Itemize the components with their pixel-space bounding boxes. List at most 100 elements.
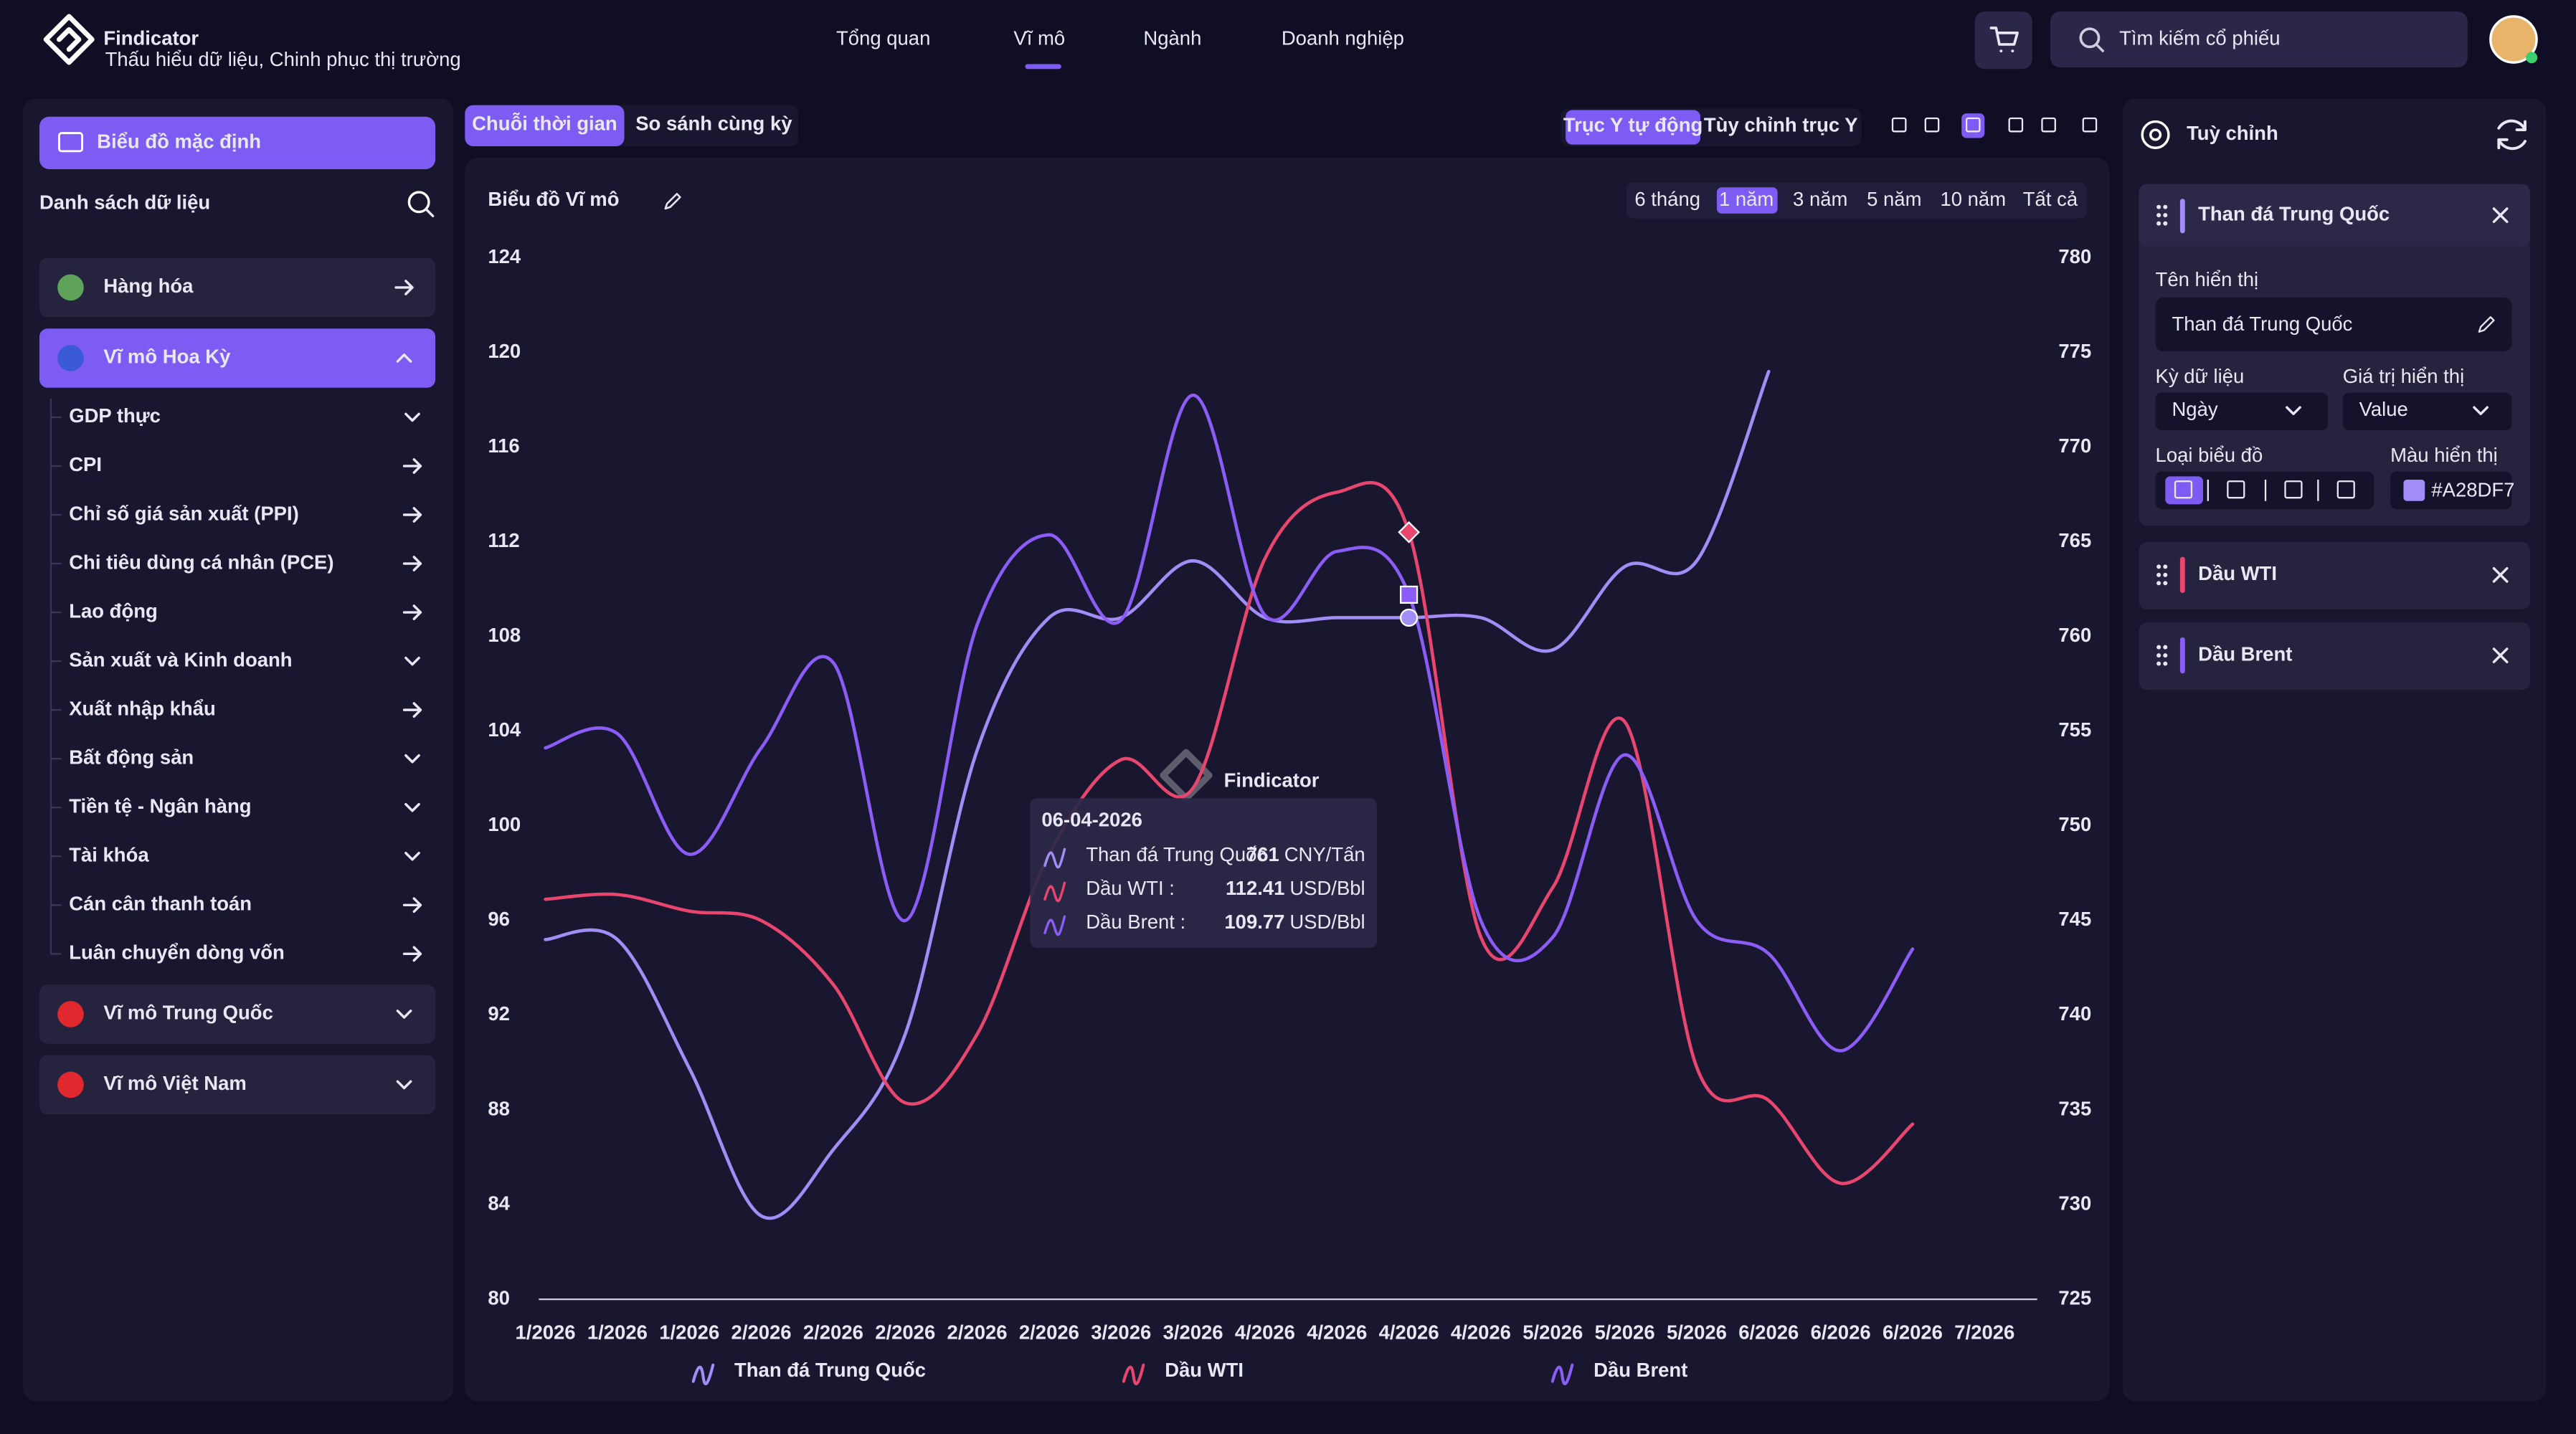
drag-handle[interactable] [2156, 221, 2161, 226]
chart-type-icon[interactable] [2174, 480, 2193, 499]
drag-handle[interactable] [2163, 572, 2168, 577]
gear-center [2149, 128, 2162, 141]
range-active[interactable] [1716, 187, 1778, 214]
view-tab[interactable]: So sánh cùng kỳ [635, 112, 792, 134]
chart-type-icon[interactable] [2227, 480, 2245, 499]
y-mode-active[interactable] [1566, 110, 1700, 145]
y2-tick-label: 780 [2058, 245, 2091, 267]
nav-item[interactable]: Doanh nghiệp [1282, 27, 1404, 49]
name-input[interactable] [2155, 297, 2512, 352]
tool-icon[interactable] [1965, 117, 1981, 133]
drag-handle[interactable] [2156, 645, 2161, 650]
tool-icon[interactable] [1924, 117, 1940, 133]
name-input-value[interactable]: Than đá Trung Quốc [2172, 313, 2352, 335]
tool-icon[interactable] [2008, 117, 2024, 133]
menu-item[interactable]: Xuất nhập khẩu [69, 697, 216, 719]
drag-handle[interactable] [2163, 581, 2168, 586]
range-option[interactable]: Tất cả [2023, 188, 2078, 210]
nav-item[interactable]: Tổng quan [836, 27, 930, 49]
x-tick-label: 4/2026 [1379, 1321, 1439, 1343]
drag-handle[interactable] [2156, 572, 2161, 577]
default-chart-label[interactable]: Biểu đồ mặc định [97, 130, 261, 153]
display-value[interactable]: Value [2359, 398, 2408, 420]
period-value[interactable]: Ngày [2172, 398, 2217, 420]
color-value[interactable]: #A28DF7 [2431, 478, 2514, 500]
y2-tick-label: 730 [2058, 1192, 2091, 1214]
settings-title: Tuỳ chỉnh [2187, 122, 2278, 144]
drag-handle[interactable] [2163, 661, 2168, 666]
drag-handle[interactable] [2163, 564, 2168, 569]
menu-item[interactable]: Tiền tệ - Ngân hàng [69, 794, 251, 817]
group-header[interactable] [39, 328, 436, 388]
menu-item[interactable]: Luân chuyển dòng vốn [69, 941, 285, 964]
drag-handle[interactable] [2163, 221, 2168, 226]
arrow-icon [402, 556, 422, 571]
drag-handle[interactable] [2156, 204, 2161, 209]
legend-label[interactable]: Dầu WTI [1165, 1359, 1244, 1381]
tooltip-unit: USD/Bbl [1289, 911, 1365, 933]
menu-item[interactable]: Sản xuất và Kinh doanh [69, 648, 292, 670]
menu-item[interactable]: CPI [69, 453, 102, 475]
series-card[interactable] [2139, 542, 2530, 609]
range-option[interactable]: 5 năm [1867, 188, 1921, 210]
series-card[interactable] [2139, 622, 2530, 690]
group-header[interactable] [39, 257, 436, 318]
group-label[interactable]: Vĩ mô Trung Quốc [103, 1002, 273, 1024]
default-chart-button[interactable] [39, 116, 436, 170]
nav-item[interactable]: Vĩ mô [1013, 27, 1065, 49]
drag-handle[interactable] [2156, 564, 2161, 569]
avatar[interactable] [2489, 15, 2538, 64]
tool-icon[interactable] [1891, 117, 1907, 133]
range-option[interactable]: 1 năm [1719, 188, 1774, 210]
drag-handle[interactable] [2156, 581, 2161, 586]
close-icon[interactable] [2492, 647, 2509, 663]
y-tick-label: 80 [488, 1286, 510, 1309]
drag-handle[interactable] [2156, 653, 2161, 658]
range-option[interactable]: 6 tháng [1634, 188, 1700, 210]
menu-item[interactable]: GDP thực [69, 404, 161, 427]
drag-handle[interactable] [2156, 213, 2161, 218]
tool-icon[interactable] [2041, 117, 2056, 133]
menu-item[interactable]: Cán cân thanh toán [69, 893, 252, 915]
value-select[interactable] [2342, 392, 2512, 431]
y2-tick-label: 740 [2058, 1002, 2091, 1025]
menu-item[interactable]: Tài khóa [69, 844, 149, 866]
menu-item[interactable]: Bất động sản [69, 746, 194, 768]
period-select[interactable] [2155, 392, 2329, 431]
group-label[interactable]: Vĩ mô Việt Nam [103, 1072, 246, 1094]
series-line [544, 480, 1915, 1185]
menu-item[interactable]: Chi tiêu dùng cá nhân (PCE) [69, 551, 333, 573]
group-label[interactable]: Vĩ mô Hoa Kỳ [103, 346, 231, 368]
drag-handle[interactable] [2163, 213, 2168, 218]
y-mode[interactable]: Tùy chỉnh trục Y [1704, 114, 1858, 136]
menu-item[interactable]: Lao động [69, 599, 158, 622]
refresh-icon[interactable] [2497, 119, 2527, 151]
drag-handle[interactable] [2163, 653, 2168, 658]
group-label[interactable]: Hàng hóa [103, 275, 194, 297]
nav-item[interactable]: Ngành [1143, 27, 1201, 49]
range-option[interactable]: 10 năm [1940, 188, 2006, 210]
series-color-bar [2179, 199, 2185, 234]
close-icon[interactable] [2492, 566, 2509, 583]
cart-button[interactable] [1974, 11, 2032, 70]
chart-type-icon[interactable] [2284, 480, 2303, 499]
group-header[interactable] [39, 1055, 436, 1115]
range-option[interactable]: 3 năm [1793, 188, 1847, 210]
drag-handle[interactable] [2156, 661, 2161, 666]
view-tab[interactable]: Chuỗi thời gian [472, 112, 617, 134]
search-box[interactable] [2050, 11, 2468, 67]
tool-icon[interactable] [2082, 117, 2098, 133]
tooltip-icon [1043, 915, 1066, 936]
tool-active[interactable] [1961, 113, 1985, 138]
close-icon[interactable] [2492, 207, 2509, 224]
chart-type-icon[interactable] [2336, 480, 2355, 499]
legend-label[interactable]: Than đá Trung Quốc [734, 1359, 926, 1381]
drag-handle[interactable] [2163, 645, 2168, 650]
y-mode[interactable]: Trục Y tự động [1563, 114, 1703, 136]
series-card-title: Dầu WTI [2198, 562, 2277, 584]
drag-handle[interactable] [2163, 204, 2168, 209]
group-header[interactable] [39, 984, 436, 1044]
legend-label[interactable]: Dầu Brent [1594, 1359, 1687, 1381]
menu-item[interactable]: Chỉ số giá sản xuất (PPI) [69, 502, 299, 524]
view-tab-active[interactable] [465, 105, 625, 146]
